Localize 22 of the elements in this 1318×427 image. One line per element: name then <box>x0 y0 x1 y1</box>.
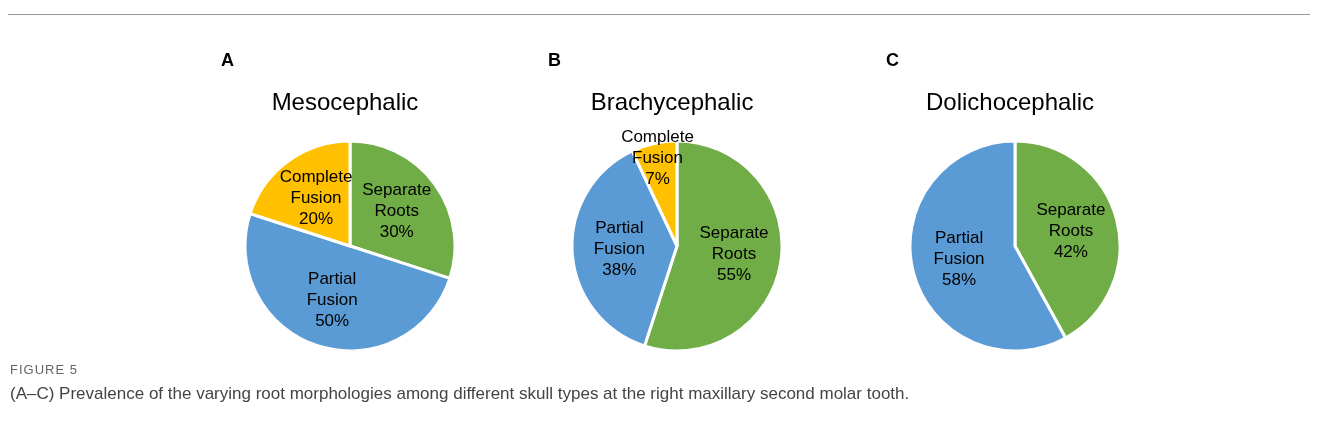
text: B <box>548 50 561 71</box>
data-label: 20% <box>299 209 334 229</box>
text: A <box>221 50 234 71</box>
data-label: 55% <box>717 265 752 285</box>
slice-label: Separate Roots <box>699 223 769 264</box>
chart-title: Dolichocephalic <box>924 88 1096 116</box>
slice-label: Partial Fusion <box>593 218 645 259</box>
caption: FIGURE 5 <box>10 362 78 377</box>
data-label: 38% <box>602 260 637 280</box>
text: C <box>886 50 899 71</box>
data-label: 58% <box>942 270 977 290</box>
data-label: 30% <box>379 222 414 242</box>
slice-label: Separate Roots <box>362 180 432 221</box>
chart-title: Mesocephalic <box>270 88 420 116</box>
slice-label: Partial Fusion <box>933 228 985 269</box>
slice-label: Partial Fusion <box>306 269 358 310</box>
data-label: 7% <box>645 169 670 189</box>
slice-label: Separate Roots <box>1036 200 1106 241</box>
text: (A–C) Prevalence of the varying root morphologies among different skull types at the right maxillary second molar tooth. <box>10 384 910 404</box>
data-label: 42% <box>1053 242 1088 262</box>
data-label: 50% <box>315 311 350 331</box>
chart-title: Brachycephalic <box>589 88 755 116</box>
